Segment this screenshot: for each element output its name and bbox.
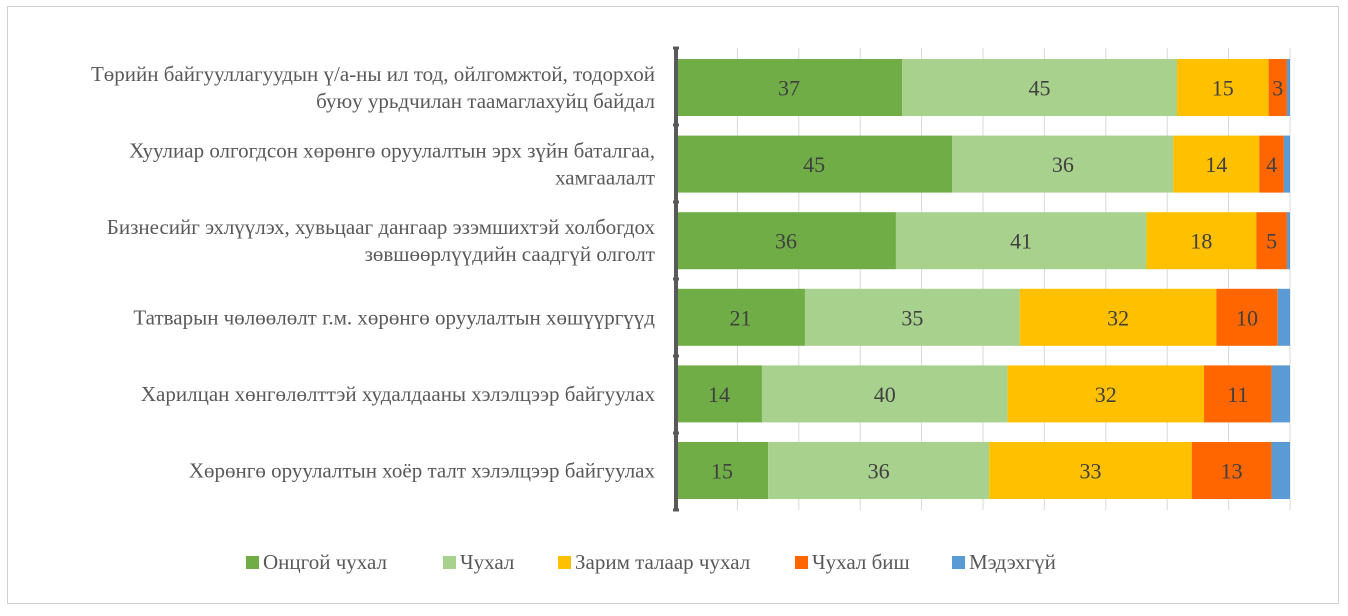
legend-swatch (443, 556, 456, 569)
bar-segment (761, 365, 1008, 423)
bar-segment (1286, 212, 1290, 270)
data-label: 15 (1212, 76, 1234, 101)
data-label: 18 (1190, 229, 1212, 254)
category-labels: Төрийн байгууллагуудын ү/а-ны ил тод, ой… (91, 62, 656, 483)
bar-segment (1277, 288, 1290, 346)
legend: Онцгой чухал Чухал Зарим талаар чухал Чухал… (246, 550, 1056, 574)
bar-segment (1271, 365, 1290, 423)
category-label: Хөрөнгө оруулалтын хоёр талт хэлэлцээр б… (189, 459, 656, 483)
bars (676, 59, 1290, 499)
data-label: 36 (868, 459, 890, 484)
data-labels: 37 45 15 3 45 36 14 4 36 41 18 5 21 35 32 10 14 40 32 11 15 3… (708, 76, 1283, 484)
bar-segment (895, 212, 1147, 270)
data-label: 32 (1107, 305, 1129, 330)
bar-segment (768, 442, 990, 499)
data-label: 35 (901, 305, 923, 330)
category-label: Татварын чөлөөлөлт г.м. хөрөнгө оруулалт… (133, 305, 655, 329)
data-label: 40 (874, 382, 896, 407)
data-label: 45 (803, 152, 825, 177)
bar-segment (1268, 59, 1287, 116)
category-label: Бизнесийг эхлүүлэх, хувьцааг дангаар эзэ… (107, 215, 656, 239)
legend-label: Чухал биш (812, 550, 910, 574)
legend-label: Чухал (460, 550, 514, 574)
data-label: 13 (1221, 459, 1243, 484)
category-label: зөвшөөрлүүдийн саадгүй олголт (365, 242, 655, 266)
bar-segment (676, 59, 903, 116)
bar-segment (989, 442, 1192, 499)
data-label: 14 (708, 382, 730, 407)
category-label: хамгаалалт (555, 166, 655, 190)
data-label: 45 (1029, 76, 1051, 101)
bar-segment (1191, 442, 1272, 499)
legend-swatch (952, 556, 965, 569)
data-label: 3 (1272, 76, 1283, 101)
bar-segment (902, 59, 1177, 116)
bar-segment (676, 288, 805, 346)
data-label: 5 (1266, 229, 1277, 254)
bar-segment (676, 212, 896, 270)
data-label: 33 (1079, 459, 1101, 484)
legend-label: Мэдэхгүй (969, 550, 1056, 574)
bar-segment (676, 135, 953, 193)
bar-segment (1173, 135, 1260, 193)
legend-label: Онцгой чухал (263, 550, 387, 574)
data-label: 21 (729, 305, 751, 330)
data-label: 15 (711, 459, 733, 484)
bar-segment (804, 288, 1020, 346)
data-label: 10 (1236, 305, 1258, 330)
data-label: 37 (778, 76, 800, 101)
bar-segment (1286, 59, 1290, 116)
bar-segment (1259, 135, 1284, 193)
bar-segment (1204, 365, 1272, 423)
legend-swatch (246, 556, 259, 569)
bar-segment (1007, 365, 1205, 423)
category-label: Хуулиар олгогдсон хөрөнгө оруулалтын эрх… (129, 139, 655, 163)
bar-segment (676, 365, 762, 423)
bar-segment (1271, 442, 1290, 499)
bar-segment (1146, 212, 1257, 270)
bar-segment (1256, 212, 1287, 270)
bar-segment (676, 442, 769, 499)
category-axis (673, 46, 679, 512)
category-label: Төрийн байгууллагуудын ү/а-ны ил тод, ой… (91, 62, 655, 86)
bar-segment (1176, 59, 1269, 116)
data-label: 4 (1266, 152, 1277, 177)
data-label: 14 (1205, 152, 1227, 177)
bar-segment (1216, 288, 1278, 346)
data-label: 36 (1052, 152, 1074, 177)
category-label: буюу урьдчилан таамаглахуйц байдал (316, 89, 655, 113)
data-label: 41 (1010, 229, 1032, 254)
data-label: 36 (775, 229, 797, 254)
gridlines (736, 48, 1291, 510)
legend-swatch (558, 556, 571, 569)
data-label: 32 (1095, 382, 1117, 407)
bar-segment (952, 135, 1174, 193)
bar-segment (1019, 288, 1217, 346)
legend-swatch (795, 556, 808, 569)
data-label: 11 (1227, 382, 1248, 407)
category-label: Харилцан хөнгөлөлттэй худалдааны хэлэлцэ… (141, 382, 656, 406)
bar-segment (1283, 135, 1290, 193)
legend-label: Зарим талаар чухал (575, 550, 750, 574)
